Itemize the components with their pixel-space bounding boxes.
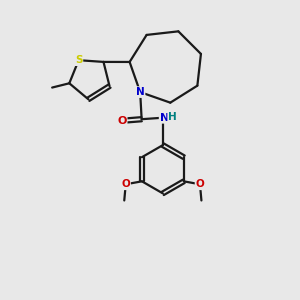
Text: O: O: [117, 116, 127, 126]
Text: O: O: [122, 179, 130, 189]
Text: O: O: [196, 179, 204, 189]
Text: N: N: [136, 87, 145, 97]
Text: N: N: [160, 113, 169, 123]
Text: H: H: [168, 112, 177, 122]
Text: S: S: [75, 55, 82, 65]
